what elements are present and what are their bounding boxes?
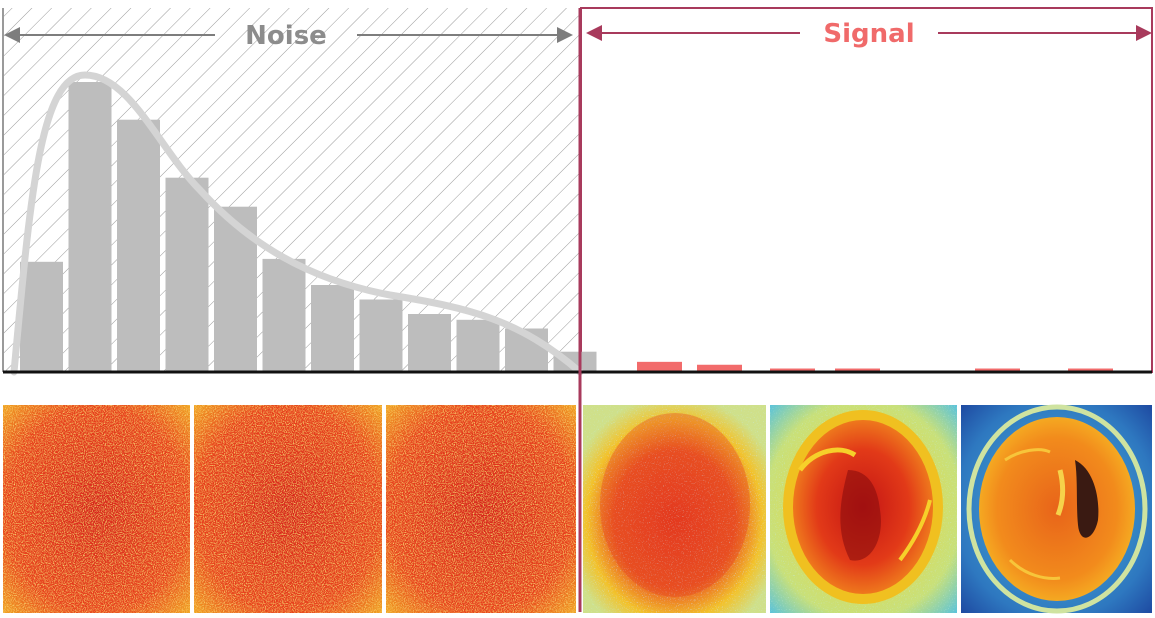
signal-label: Signal [823, 19, 914, 49]
noise-range-arrow [4, 27, 573, 43]
noise-label: Noise [245, 21, 327, 51]
noise-bar [262, 258, 306, 372]
signal-range-arrow [586, 25, 1152, 41]
noise-bar [214, 206, 257, 372]
histogram-bars [20, 82, 1113, 372]
noise-bar [359, 299, 403, 372]
image-panel-strong-signal [961, 404, 1152, 614]
signal-bar [1068, 368, 1113, 372]
image-panel-noise-1 [3, 405, 190, 613]
noise-bar [20, 261, 63, 372]
signal-bar [770, 368, 815, 372]
noise-bar [311, 285, 354, 372]
image-panel-medium-signal [770, 405, 957, 613]
noise-arrow-left-head-icon [4, 27, 20, 43]
signal-bar [697, 364, 742, 372]
signal-bar [835, 368, 880, 372]
noise-bar [165, 177, 209, 372]
signal-bar [975, 368, 1020, 372]
noise-bar [117, 119, 160, 372]
signal-region-frame [580, 7, 1153, 373]
noise-bar [68, 82, 112, 372]
image-panel-weak-signal [583, 405, 766, 613]
signal-arrow-right-head-icon [1136, 25, 1152, 41]
noise-arrow-right-head-icon [557, 27, 573, 43]
image-panel-noise-2 [194, 405, 382, 613]
signal-arrow-left-head-icon [586, 25, 602, 41]
density-curve [10, 71, 584, 376]
noise-bar [456, 319, 500, 372]
noise-bar [408, 314, 451, 372]
image-panel-noise-3 [386, 405, 576, 613]
signal-bar [637, 361, 682, 372]
